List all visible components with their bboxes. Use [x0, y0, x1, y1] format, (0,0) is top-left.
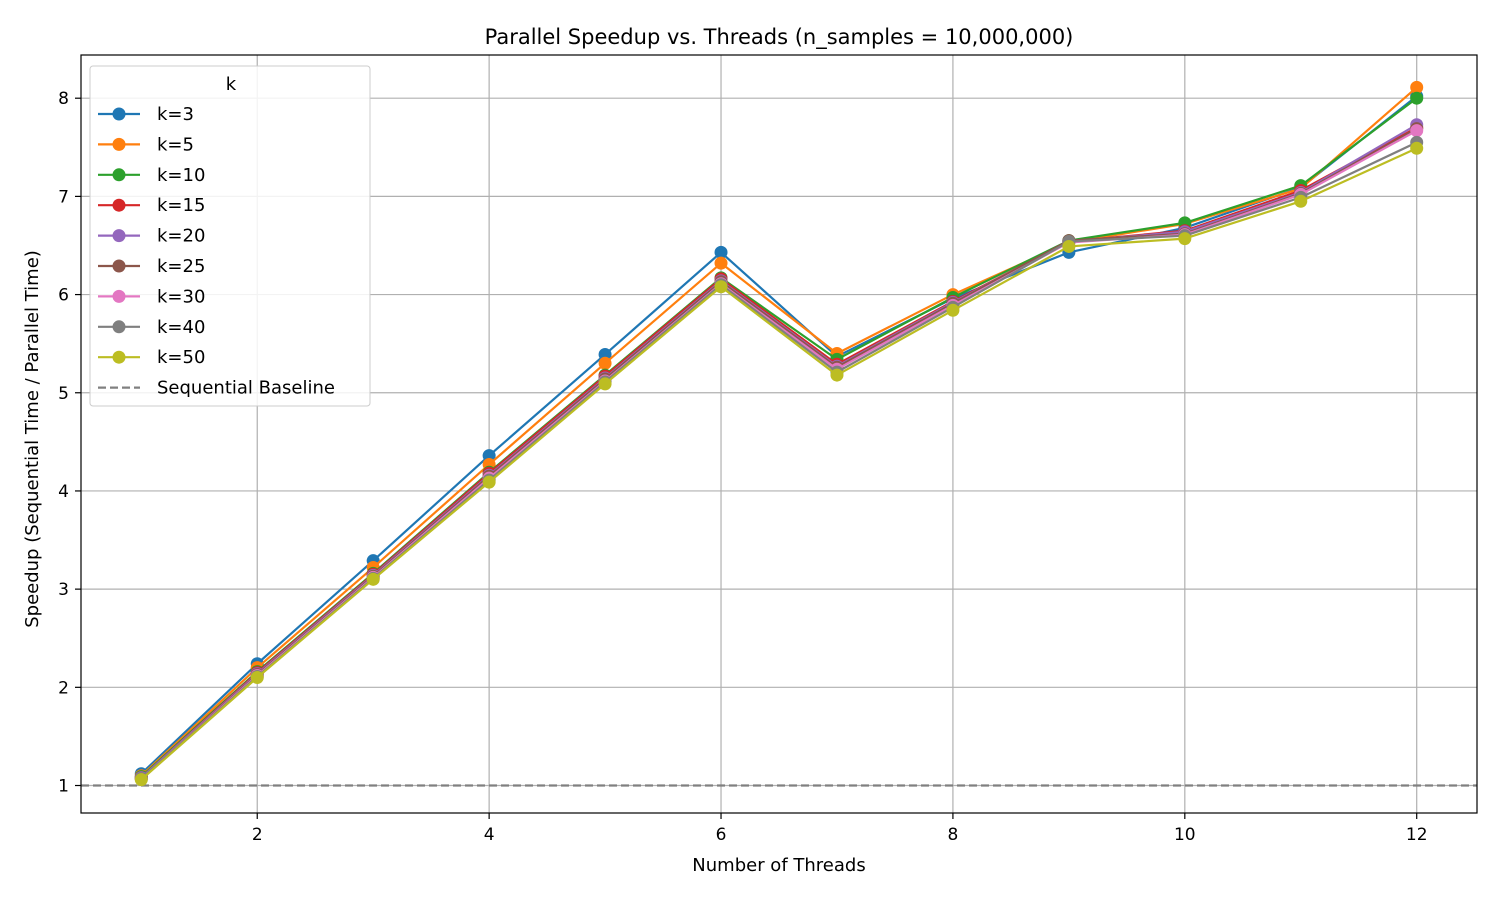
data-point — [946, 303, 960, 317]
legend-label: k=50 — [157, 347, 205, 368]
legend-item-baseline: Sequential Baseline — [98, 378, 335, 399]
data-point — [714, 256, 728, 270]
data-point — [366, 572, 380, 586]
legend-label: Sequential Baseline — [157, 378, 335, 399]
data-point — [1410, 124, 1424, 138]
data-point — [1410, 141, 1424, 155]
legend-title: k — [226, 74, 237, 95]
legend-item: k=10 — [98, 165, 205, 186]
x-tick-label: 8 — [948, 825, 959, 845]
plot-frame — [80, 54, 1478, 814]
y-axis-ticks: 1 2 3 4 5 6 7 8 — [58, 89, 81, 797]
data-point — [598, 356, 612, 370]
data-point — [482, 475, 496, 489]
legend-item: k=25 — [98, 256, 205, 277]
data-point — [598, 377, 612, 391]
data-point — [1294, 194, 1308, 208]
legend-item: k=3 — [98, 104, 194, 125]
legend-box — [89, 65, 371, 407]
legend-swatch-marker — [112, 107, 126, 121]
legend-label: k=25 — [157, 256, 205, 277]
data-point — [714, 280, 728, 294]
x-tick-label: 2 — [252, 825, 263, 845]
legend-item: k=20 — [98, 226, 205, 247]
legend-label: k=15 — [157, 195, 205, 216]
data-point — [1410, 91, 1424, 105]
legend-item: k=50 — [98, 347, 205, 368]
legend-label: k=5 — [157, 134, 194, 155]
legend-swatch-marker — [112, 198, 126, 212]
legend-label: k=20 — [157, 226, 205, 247]
legend-item: k=30 — [98, 286, 205, 307]
legend: k k=3 k=5 k=10 k=15 k=20 k=25 k=30 k=40 k=50 Sequ… — [89, 65, 371, 407]
y-tick-label: 3 — [58, 580, 69, 600]
series-line — [140, 147, 1418, 781]
legend-item: k=40 — [98, 317, 205, 338]
x-axis-label: Number of Threads — [692, 855, 865, 876]
legend-item: k=5 — [98, 134, 194, 155]
legend-swatch-marker — [112, 320, 126, 334]
legend-item: k=15 — [98, 195, 205, 216]
legend-swatch-marker — [112, 229, 126, 243]
legend-swatch-marker — [112, 259, 126, 273]
series-layer — [134, 80, 1424, 787]
y-tick-label: 8 — [58, 89, 69, 109]
legend-items: k=3 k=5 k=10 k=15 k=20 k=25 k=30 k=40 k=50 Sequen… — [98, 104, 335, 399]
y-tick-label: 7 — [58, 187, 69, 207]
data-point — [134, 773, 148, 787]
legend-swatch-marker — [112, 168, 126, 182]
x-axis-ticks: 2 4 6 8 10 12 — [252, 813, 1428, 845]
legend-label: k=40 — [157, 317, 205, 338]
legend-label: k=10 — [157, 165, 205, 186]
legend-swatch-marker — [112, 137, 126, 151]
legend-label: k=3 — [157, 104, 194, 125]
data-point — [1410, 80, 1424, 94]
chart-title: Parallel Speedup vs. Threads (n_samples … — [485, 25, 1074, 50]
y-tick-label: 6 — [58, 286, 69, 306]
data-point — [714, 245, 728, 259]
x-tick-label: 12 — [1406, 825, 1428, 845]
series-line — [140, 95, 1418, 775]
y-tick-label: 1 — [58, 777, 69, 797]
data-point — [1062, 239, 1076, 253]
x-tick-label: 4 — [484, 825, 495, 845]
legend-label: k=30 — [157, 286, 205, 307]
data-point — [250, 671, 264, 685]
data-point — [830, 368, 844, 382]
y-tick-label: 4 — [58, 482, 69, 502]
legend-swatch-marker — [112, 350, 126, 364]
y-axis-label: Speedup (Sequential Time / Parallel Time… — [22, 250, 43, 628]
series-k=50 — [134, 141, 1424, 787]
legend-swatch-marker — [112, 289, 126, 303]
series-line — [140, 86, 1418, 777]
y-tick-label: 2 — [58, 678, 69, 698]
y-tick-label: 5 — [58, 384, 69, 404]
x-tick-label: 6 — [716, 825, 727, 845]
data-point — [1178, 232, 1192, 246]
x-tick-label: 10 — [1174, 825, 1196, 845]
